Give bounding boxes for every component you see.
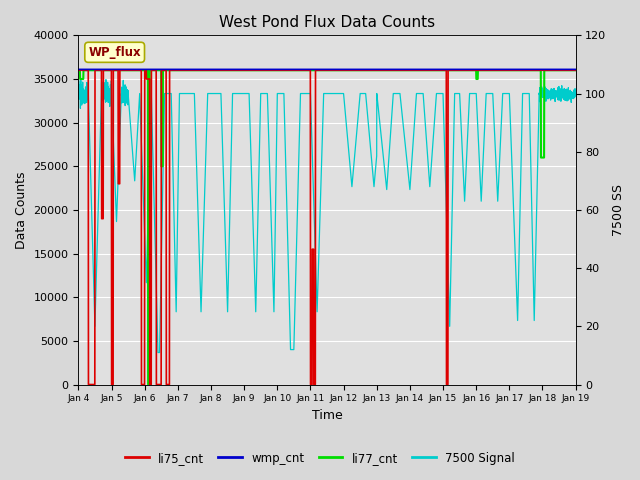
Y-axis label: Data Counts: Data Counts (15, 171, 28, 249)
Legend: li75_cnt, wmp_cnt, li77_cnt, 7500 Signal: li75_cnt, wmp_cnt, li77_cnt, 7500 Signal (120, 447, 520, 469)
Y-axis label: 7500 SS: 7500 SS (612, 184, 625, 236)
Text: WP_flux: WP_flux (88, 46, 141, 59)
Title: West Pond Flux Data Counts: West Pond Flux Data Counts (219, 15, 435, 30)
X-axis label: Time: Time (312, 409, 342, 422)
